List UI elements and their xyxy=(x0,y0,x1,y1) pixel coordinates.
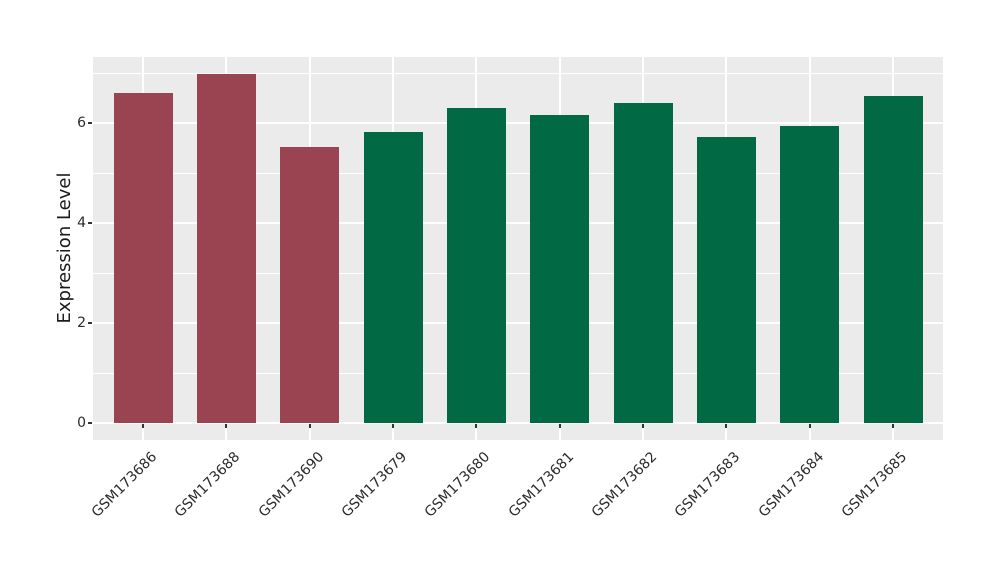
y-axis-title: Expression Level xyxy=(54,172,75,324)
bar-GSM173686 xyxy=(113,92,173,423)
bar-GSM173684 xyxy=(780,126,840,423)
x-tick-mark xyxy=(892,424,894,428)
x-tick-mark xyxy=(308,424,311,428)
x-tick-label-GSM173685: GSM173685 xyxy=(838,449,911,521)
x-tick-mark xyxy=(225,424,228,428)
y-major-gridline xyxy=(93,222,943,224)
y-tick-label: 0 xyxy=(77,415,86,431)
x-tick-mark xyxy=(558,424,561,428)
x-tick-mark xyxy=(642,424,644,428)
x-tick-mark xyxy=(392,424,394,428)
y-tick-mark xyxy=(88,322,92,324)
bar-GSM173681 xyxy=(530,114,590,423)
y-tick-mark xyxy=(88,422,92,424)
bar-GSM173680 xyxy=(446,107,506,423)
y-major-gridline xyxy=(93,122,943,124)
y-major-gridline xyxy=(93,422,943,424)
y-tick-mark xyxy=(88,222,92,224)
y-tick-label: 2 xyxy=(77,315,86,331)
bar-GSM173683 xyxy=(696,136,756,423)
x-tick-mark xyxy=(475,424,478,428)
bar-GSM173690 xyxy=(280,147,340,423)
y-minor-gridline xyxy=(93,172,943,174)
y-tick-label: 6 xyxy=(77,115,86,131)
y-minor-gridline xyxy=(93,72,943,74)
y-minor-gridline xyxy=(93,372,943,374)
bar-GSM173688 xyxy=(196,73,256,423)
y-tick-label: 4 xyxy=(77,215,86,231)
x-tick-mark xyxy=(808,424,811,428)
x-tick-mark xyxy=(725,424,728,428)
y-minor-gridline xyxy=(93,272,943,274)
y-major-gridline xyxy=(93,322,943,324)
plot-panel xyxy=(93,57,943,440)
bar-GSM173679 xyxy=(363,131,423,423)
bar-GSM173685 xyxy=(863,96,923,423)
y-tick-mark xyxy=(88,122,92,124)
x-tick-mark xyxy=(142,424,144,428)
bar-GSM173682 xyxy=(613,102,673,423)
